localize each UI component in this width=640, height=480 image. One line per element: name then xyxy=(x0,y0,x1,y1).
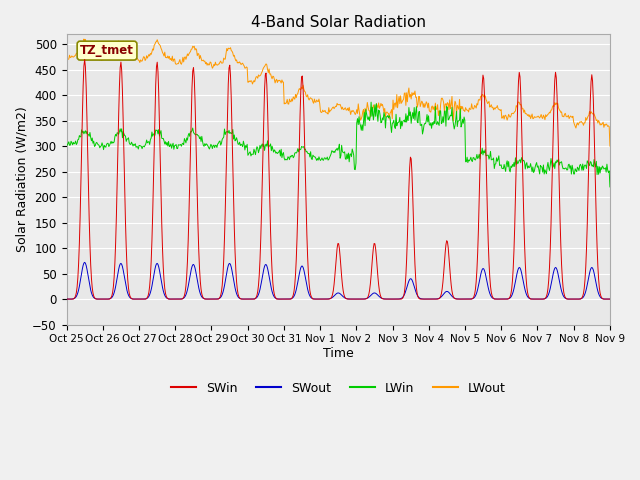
Legend: SWin, SWout, LWin, LWout: SWin, SWout, LWin, LWout xyxy=(166,377,511,400)
Text: TZ_tmet: TZ_tmet xyxy=(80,44,134,57)
X-axis label: Time: Time xyxy=(323,347,354,360)
Title: 4-Band Solar Radiation: 4-Band Solar Radiation xyxy=(251,15,426,30)
Y-axis label: Solar Radiation (W/m2): Solar Radiation (W/m2) xyxy=(15,107,28,252)
